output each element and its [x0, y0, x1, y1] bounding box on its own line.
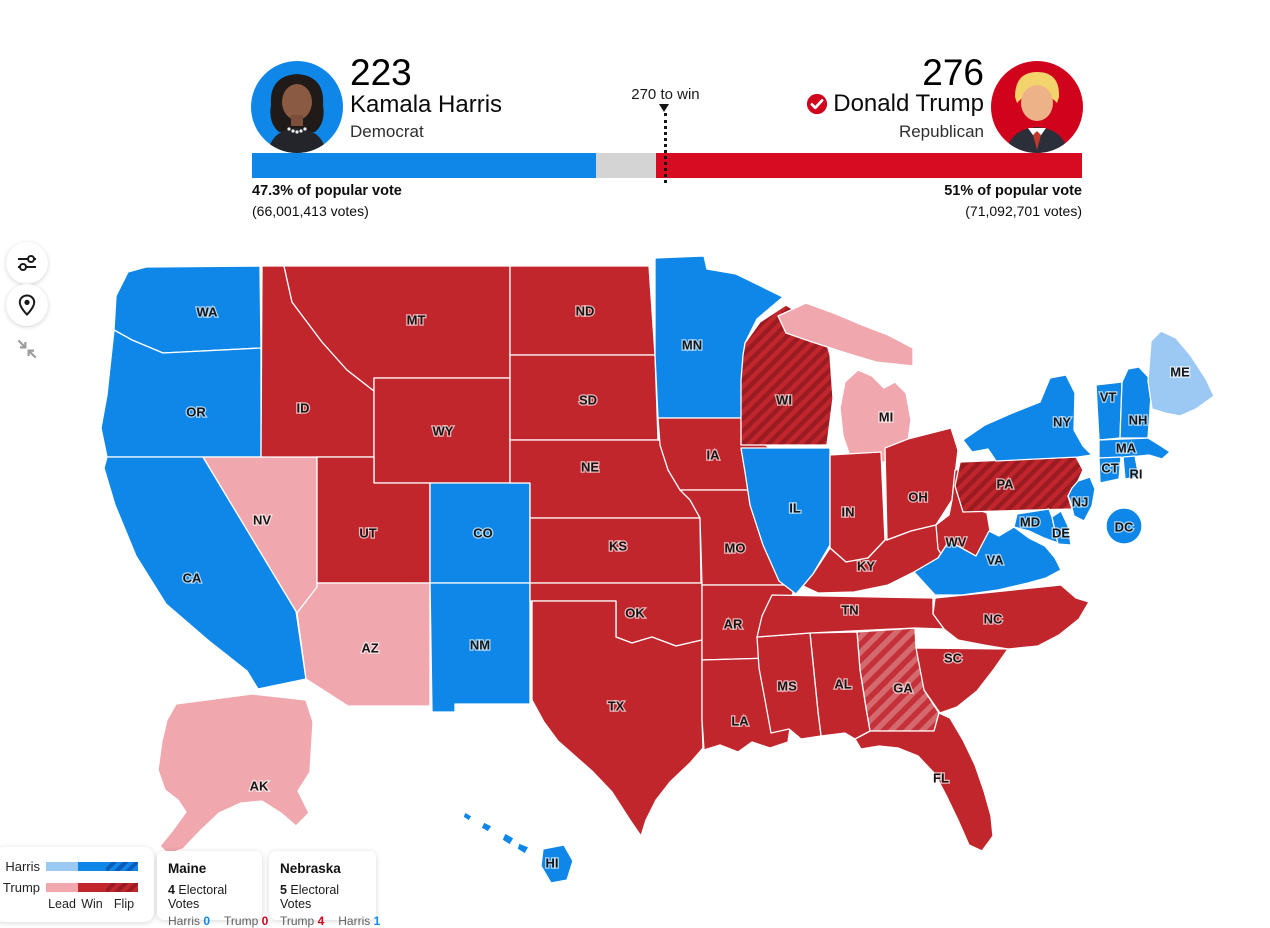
harris-name: Kamala Harris [350, 91, 503, 118]
state-tx[interactable] [531, 600, 704, 837]
legend-harris-win-swatch [78, 862, 106, 871]
state-ny[interactable] [962, 374, 1093, 462]
collapse-map-button[interactable] [6, 328, 48, 370]
trump-popular-vote: 51% of popular vote (71,092,701 votes) [944, 181, 1082, 220]
legend-harris-label: Harris [5, 859, 40, 874]
state-nj[interactable] [1067, 476, 1096, 522]
map-legend: Harris Trump Lead Win Flip [0, 847, 154, 922]
harris-portrait-illustration [268, 74, 326, 153]
maine-ev-suffix: Electoral Votes [168, 883, 228, 911]
state-ri[interactable] [1122, 455, 1140, 480]
to-win-label: 270 to win [631, 86, 700, 103]
state-md[interactable] [1013, 508, 1059, 544]
legend-trump-win-swatch [78, 883, 106, 892]
state-de[interactable] [1051, 510, 1072, 546]
maine-trump-result: Trump 0 [224, 914, 269, 928]
trump-portrait-illustration [1006, 72, 1068, 153]
maine-card-title: Maine [168, 861, 207, 876]
state-sd[interactable] [509, 354, 659, 441]
state-wa[interactable] [113, 265, 262, 354]
nebraska-trump-result: Trump 4 [280, 914, 325, 928]
state-mi[interactable] [839, 369, 912, 463]
state-hi-2[interactable] [501, 832, 515, 846]
state-hi[interactable] [540, 844, 574, 884]
state-az[interactable] [296, 582, 431, 707]
maine-card-ev: 4 Electoral Votes [168, 883, 252, 911]
state-nh[interactable] [1119, 366, 1153, 439]
nebraska-card: Nebraska 5 Electoral Votes Trump 4 Harri… [269, 851, 380, 928]
nebraska-ev-number: 5 [280, 883, 287, 897]
state-co[interactable] [429, 482, 531, 584]
state-ks[interactable] [529, 517, 702, 584]
harris-popular-vote-count: (66,001,413 votes) [252, 202, 369, 219]
nebraska-card-title: Nebraska [280, 861, 341, 876]
state-va[interactable] [913, 526, 1062, 596]
state-nm[interactable] [429, 582, 531, 713]
maine-card: Maine 4 Electoral Votes Harris 0 Trump 0 [157, 851, 268, 928]
state-dc[interactable] [1105, 507, 1143, 545]
legend-col-win: Win [81, 897, 103, 911]
to-win-marker-triangle [659, 104, 670, 112]
legend-trump-label: Trump [2, 880, 40, 895]
state-wy[interactable] [373, 377, 511, 484]
state-vt[interactable] [1095, 381, 1123, 441]
trump-popular-vote-count: (71,092,701 votes) [965, 202, 1082, 219]
legend-harris-swatches [46, 862, 138, 871]
trump-electoral-votes: 276 [922, 52, 984, 93]
filter-sliders-icon [18, 255, 36, 271]
nebraska-harris-result: Harris 1 [338, 914, 381, 928]
electoral-vote-bar [252, 153, 1082, 178]
legend-harris-lead-swatch [46, 862, 78, 871]
trump-popular-vote-pct: 51% of popular vote [944, 183, 1082, 199]
state-ak[interactable] [157, 693, 314, 855]
state-nd[interactable] [509, 265, 656, 356]
nebraska-ev-suffix: Electoral Votes [280, 883, 340, 911]
location-pin-icon [18, 294, 36, 316]
state-in[interactable] [829, 451, 886, 563]
winner-check-icon [807, 93, 828, 115]
trump-bar-segment [656, 153, 1082, 178]
maine-ev-number: 4 [168, 883, 175, 897]
harris-photo [251, 61, 343, 153]
legend-col-flip: Flip [113, 897, 135, 911]
map-filters-button[interactable] [6, 242, 48, 284]
legend-trump-swatches [46, 883, 138, 892]
harris-popular-vote: 47.3% of popular vote (66,001,413 votes) [252, 181, 402, 220]
state-ms[interactable] [756, 632, 822, 740]
state-pa[interactable] [954, 456, 1084, 513]
trump-name: Donald Trump [833, 90, 984, 117]
state-tn[interactable] [756, 594, 945, 638]
nebraska-card-ev: 5 Electoral Votes [280, 883, 366, 911]
trump-photo [991, 61, 1083, 153]
legend-trump-flip-swatch [106, 883, 138, 892]
state-mi-up[interactable] [777, 302, 914, 367]
legend-harris-flip-swatch [106, 862, 138, 871]
state-ct[interactable] [1098, 456, 1122, 484]
legend-trump-lead-swatch [46, 883, 78, 892]
to-win-marker-line [663, 113, 667, 183]
state-me[interactable] [1147, 330, 1215, 417]
state-hi-5[interactable] [462, 811, 473, 822]
state-fl[interactable] [854, 712, 994, 852]
harris-bar-segment [252, 153, 597, 178]
legend-col-lead: Lead [48, 897, 76, 911]
trump-party: Republican [898, 122, 984, 141]
collapse-arrows-icon [17, 339, 37, 359]
state-hi-4[interactable] [480, 821, 493, 833]
maine-harris-result: Harris 0 [168, 914, 211, 928]
harris-party: Democrat [350, 122, 424, 141]
state-hi-3[interactable] [516, 842, 530, 855]
harris-popular-vote-pct: 47.3% of popular vote [252, 183, 402, 199]
harris-electoral-votes: 223 [350, 52, 412, 93]
locate-button[interactable] [6, 284, 48, 326]
